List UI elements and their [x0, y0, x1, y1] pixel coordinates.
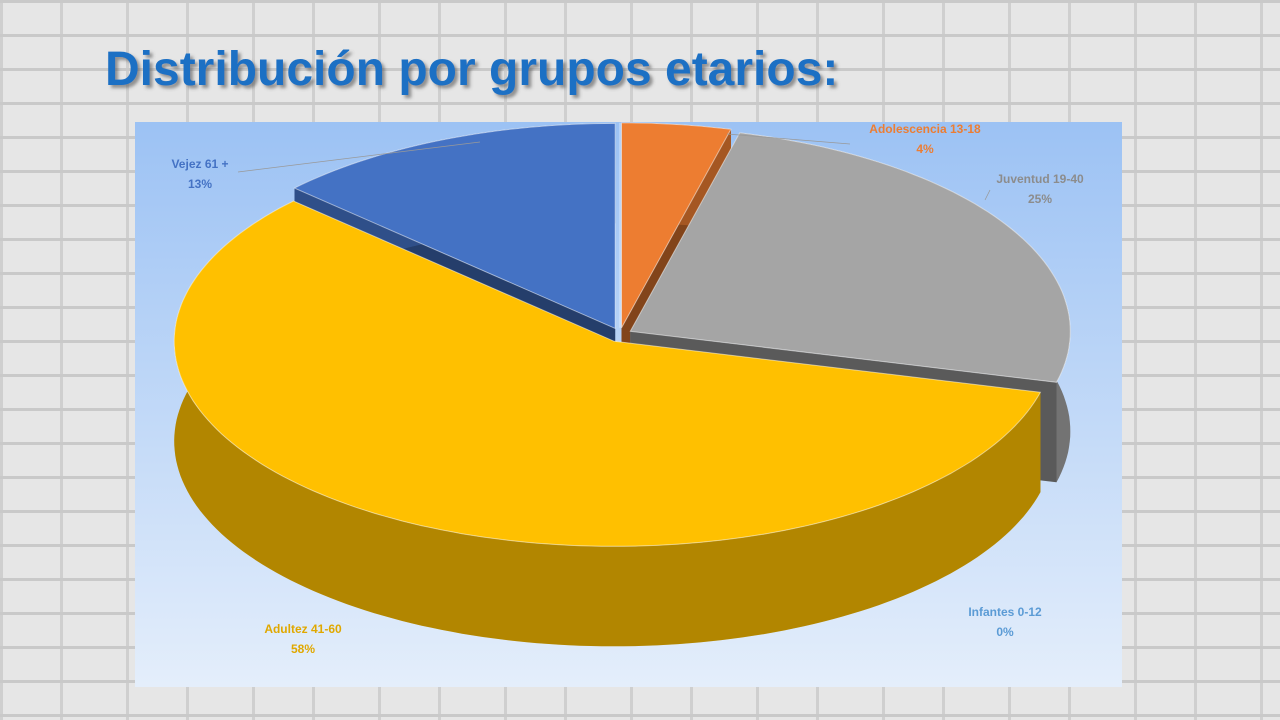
data-label-name: Vejez 61 +: [171, 157, 228, 171]
leader-line: [726, 133, 851, 145]
slice: [621, 122, 732, 329]
data-label-value: 58%: [291, 642, 315, 656]
data-label-value: 13%: [188, 177, 212, 191]
data-label-name: Infantes 0-12: [968, 605, 1042, 619]
data-label-value: 0%: [996, 625, 1014, 639]
labels: Infantes 0-12 0% Adolescencia 13-18 4% Juven…: [171, 122, 1084, 656]
pie: [173, 122, 1071, 647]
leader-line: [984, 189, 991, 201]
slice-side: [174, 201, 1041, 647]
data-label-value: 25%: [1028, 192, 1052, 206]
slice: [293, 122, 616, 330]
data-label-value: 4%: [916, 142, 934, 156]
data-label-name: Adultez 41-60: [264, 622, 342, 636]
slice: [629, 132, 1071, 383]
data-label-name: Juventud 19-40: [996, 172, 1084, 186]
data-label-name: Adolescencia 13-18: [869, 122, 981, 136]
leader-line: [237, 141, 481, 173]
chart-title: Distribución por grupos etarios:: [105, 43, 838, 96]
slice: [173, 200, 1042, 547]
slice-side-shade: [174, 201, 1041, 647]
